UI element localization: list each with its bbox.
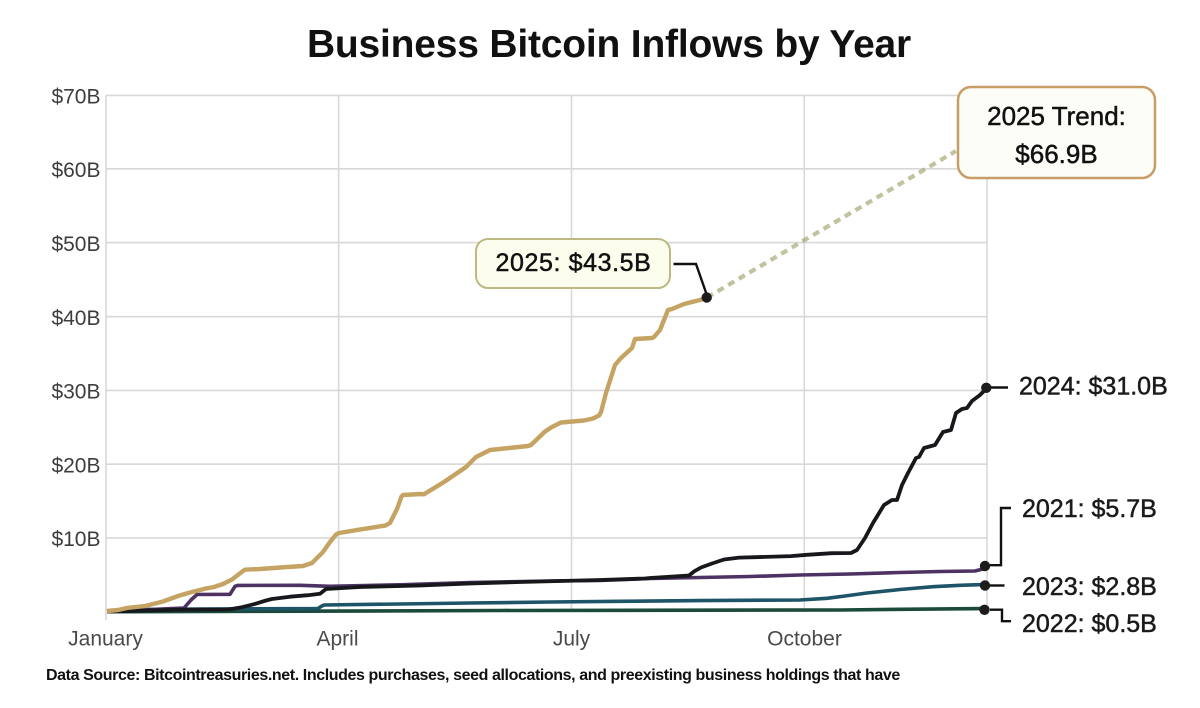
svg-text:October: October <box>767 628 842 651</box>
svg-text:January: January <box>68 628 143 651</box>
svg-text:April: April <box>316 628 358 651</box>
svg-text:July: July <box>553 628 591 651</box>
svg-text:$60B: $60B <box>51 159 100 182</box>
svg-text:2022: $0.5B: 2022: $0.5B <box>1022 610 1157 638</box>
svg-text:$40B: $40B <box>51 307 100 330</box>
svg-text:$70B: $70B <box>51 86 100 109</box>
svg-text:$10B: $10B <box>51 528 100 551</box>
svg-text:2025: $43.5B: 2025: $43.5B <box>496 249 652 277</box>
svg-text:$20B: $20B <box>51 455 100 478</box>
svg-text:Data Source: Bitcointreasuries: Data Source: Bitcointreasuries.net. Incl… <box>46 667 900 684</box>
svg-text:Business Bitcoin Inflows by Ye: Business Bitcoin Inflows by Year <box>307 23 911 66</box>
svg-text:2023: $2.8B: 2023: $2.8B <box>1022 573 1157 601</box>
svg-text:2021: $5.7B: 2021: $5.7B <box>1022 495 1157 523</box>
svg-text:$66.9B: $66.9B <box>1015 139 1097 169</box>
svg-text:2025 Trend:: 2025 Trend: <box>987 101 1126 131</box>
svg-text:$50B: $50B <box>51 233 100 256</box>
svg-text:2024: $31.0B: 2024: $31.0B <box>1019 373 1168 401</box>
svg-text:$30B: $30B <box>51 381 100 404</box>
